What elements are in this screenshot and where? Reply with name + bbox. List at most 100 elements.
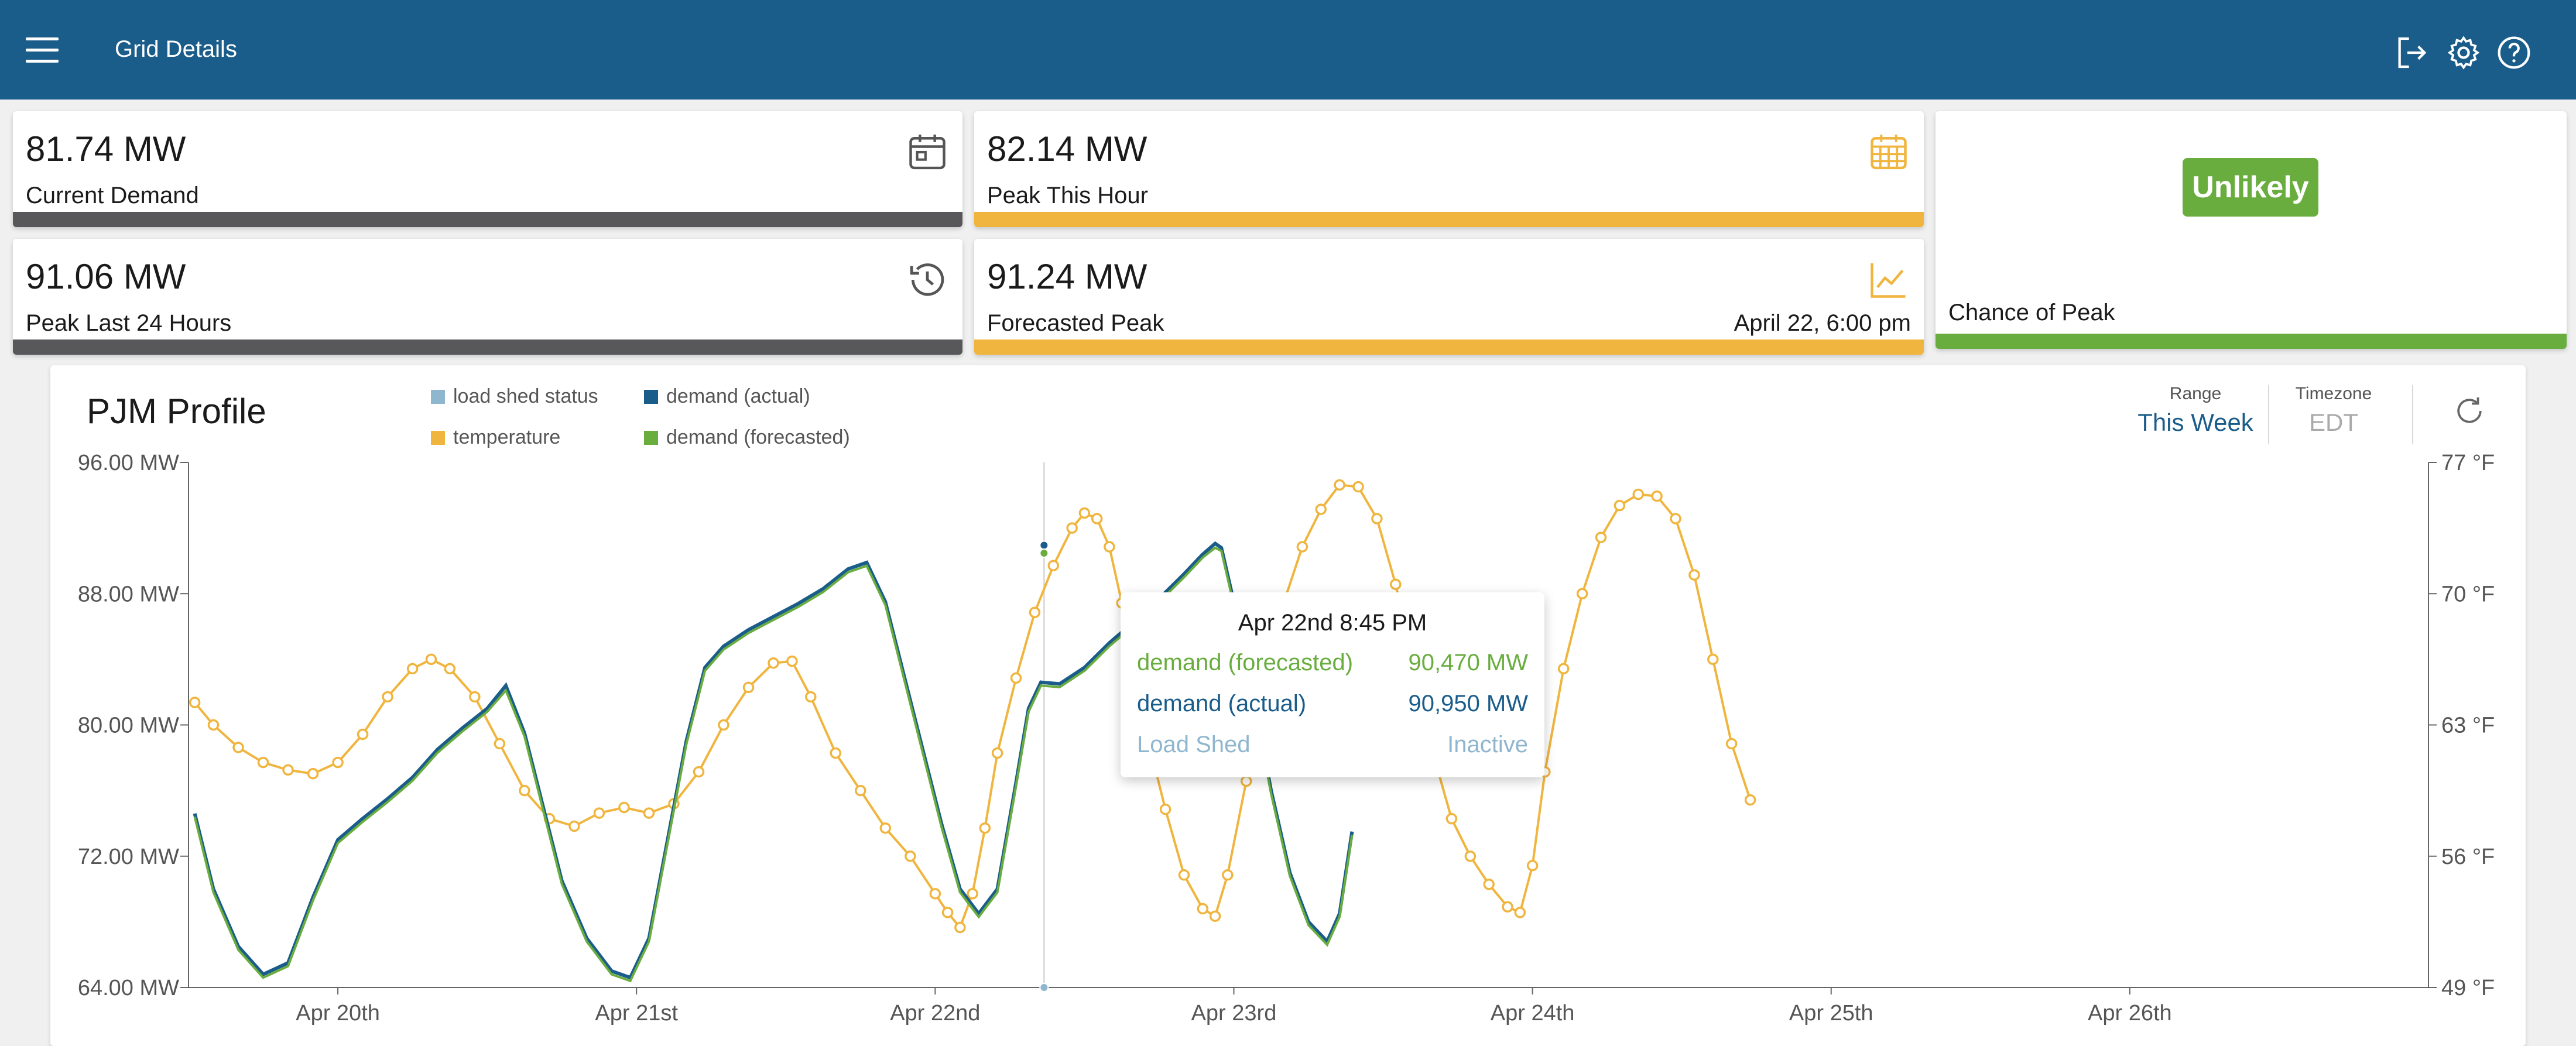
temperature-point bbox=[1632, 488, 1645, 500]
temperature-point bbox=[1614, 499, 1626, 512]
temperature-point bbox=[1464, 850, 1477, 862]
temperature-point bbox=[1595, 531, 1607, 543]
tooltip-actual-value: 90,950 MW bbox=[1408, 691, 1528, 716]
range-divider bbox=[2268, 385, 2269, 444]
temperature-point bbox=[786, 655, 798, 667]
legend-label-load-shed: load shed status bbox=[453, 385, 598, 407]
temperature-point bbox=[1029, 606, 1041, 619]
temperature-point bbox=[1651, 490, 1663, 502]
temperature-point bbox=[1104, 541, 1115, 553]
temperature-point bbox=[1371, 513, 1383, 524]
legend-load-shed[interactable]: load shed status bbox=[431, 385, 598, 408]
current-demand-bar bbox=[13, 212, 962, 227]
temperature-point bbox=[1707, 653, 1719, 666]
legend-label-forecast: demand (forecasted) bbox=[666, 426, 850, 448]
temperature-point bbox=[1725, 738, 1738, 750]
help-icon[interactable] bbox=[2495, 34, 2533, 71]
legend-actual[interactable]: demand (actual) bbox=[644, 385, 810, 408]
current-demand-value: 81.74 MW bbox=[26, 129, 186, 169]
temperature-point bbox=[1526, 860, 1539, 872]
temperature-point bbox=[643, 807, 655, 819]
temperature-point bbox=[1514, 907, 1526, 918]
forecasted-peak-bar bbox=[974, 339, 1924, 355]
chance-of-peak-badge[interactable]: Unlikely bbox=[2183, 158, 2318, 217]
x-tick-label: Apr 22nd bbox=[890, 1001, 980, 1026]
temperature-point bbox=[1091, 513, 1103, 524]
y-left-tick-label: 80.00 MW bbox=[78, 714, 179, 738]
refresh-icon[interactable] bbox=[2452, 393, 2487, 428]
temperature-point bbox=[494, 738, 506, 750]
forecasted-peak-card: 91.24 MW Forecasted Peak April 22, 6:00 … bbox=[974, 239, 1924, 355]
temperature-point bbox=[425, 653, 437, 666]
chart-tooltip: Apr 22nd 8:45 PM demand (forecasted) 90,… bbox=[1121, 592, 1544, 777]
tooltip-loadshed-value: Inactive bbox=[1447, 732, 1528, 757]
temperature-point bbox=[332, 756, 344, 769]
y-left-tick-label: 88.00 MW bbox=[78, 582, 179, 606]
range-select[interactable]: This Week bbox=[2137, 409, 2253, 436]
temperature-point bbox=[257, 756, 269, 769]
demand-forecast-series-line bbox=[193, 546, 1354, 983]
x-tick-label: Apr 20th bbox=[296, 1001, 380, 1026]
x-tick-label: Apr 23rd bbox=[1191, 1001, 1277, 1026]
y-right-tick-label: 63 °F bbox=[2441, 714, 2495, 738]
temperature-point bbox=[967, 888, 978, 900]
temperature-point bbox=[519, 784, 530, 797]
peak-last-24-value: 91.06 MW bbox=[26, 257, 186, 296]
temperature-point bbox=[444, 663, 456, 675]
temperature-point bbox=[1445, 812, 1458, 825]
current-demand-card: 81.74 MW Current Demand bbox=[13, 111, 962, 227]
logout-icon[interactable] bbox=[2393, 34, 2431, 71]
calendar-day-icon bbox=[909, 134, 946, 170]
y-left-tick-label: 96.00 MW bbox=[78, 451, 179, 475]
x-tick-label: Apr 26th bbox=[2088, 1001, 2172, 1026]
legend-temperature[interactable]: temperature bbox=[431, 426, 560, 449]
tooltip-forecast-label: demand (forecasted) bbox=[1137, 650, 1354, 675]
legend-label-actual: demand (actual) bbox=[666, 385, 810, 407]
temperature-point bbox=[469, 691, 481, 703]
peak-last-24-label: Peak Last 24 Hours bbox=[26, 310, 232, 336]
temperature-point bbox=[1222, 869, 1234, 881]
pjm-profile-chart[interactable]: 64.00 MW 72.00 MW 80.00 MW 88.00 MW 96.00 MW… bbox=[50, 365, 2526, 1046]
temperature-point bbox=[954, 921, 966, 934]
legend-swatch-actual bbox=[644, 389, 658, 404]
temperature-point bbox=[855, 784, 866, 797]
temperature-point bbox=[929, 888, 941, 900]
temperature-point bbox=[805, 691, 817, 703]
legend-swatch-temperature bbox=[431, 430, 445, 445]
temperature-point bbox=[768, 657, 779, 669]
temperature-point bbox=[1078, 507, 1091, 519]
timezone-select[interactable]: EDT bbox=[2309, 409, 2358, 436]
hover-point-forecast bbox=[1039, 548, 1049, 558]
temperature-point bbox=[941, 907, 954, 918]
temperature-point bbox=[1390, 578, 1402, 590]
current-demand-label: Current Demand bbox=[26, 183, 199, 208]
temperature-point bbox=[593, 807, 605, 819]
y-left-tick-label: 72.00 MW bbox=[78, 845, 179, 869]
page-title: Grid Details bbox=[115, 36, 237, 62]
temperature-point bbox=[568, 820, 580, 832]
temperature-point bbox=[307, 768, 319, 780]
peak-this-hour-value: 82.14 MW bbox=[987, 129, 1147, 169]
temperature-point bbox=[1502, 901, 1513, 913]
y-left-tick-label: 64.00 MW bbox=[78, 976, 179, 1000]
calendar-grid-icon bbox=[1871, 134, 1907, 170]
legend-swatch-load-shed bbox=[431, 389, 445, 404]
temperature-point bbox=[406, 663, 419, 675]
temperature-point bbox=[382, 691, 393, 703]
tooltip-loadshed-row: Load Shed Inactive bbox=[1137, 732, 1528, 758]
legend-forecast[interactable]: demand (forecasted) bbox=[644, 426, 850, 449]
chance-of-peak-label: Chance of Peak bbox=[1948, 300, 2115, 325]
tooltip-title: Apr 22nd 8:45 PM bbox=[1238, 610, 1427, 636]
menu-icon[interactable] bbox=[26, 37, 59, 63]
temperature-point bbox=[830, 747, 842, 759]
history-icon bbox=[910, 263, 944, 296]
temperature-point bbox=[1178, 869, 1190, 881]
temperature-point bbox=[1209, 910, 1221, 922]
temperature-point bbox=[1557, 663, 1570, 675]
forecasted-peak-label: Forecasted Peak bbox=[987, 310, 1164, 336]
hover-point-actual bbox=[1039, 540, 1049, 550]
legend-label-temperature: temperature bbox=[453, 426, 561, 448]
demand-actual-series-line bbox=[193, 541, 1354, 980]
gear-icon[interactable] bbox=[2445, 34, 2482, 71]
temperature-point bbox=[232, 742, 244, 753]
